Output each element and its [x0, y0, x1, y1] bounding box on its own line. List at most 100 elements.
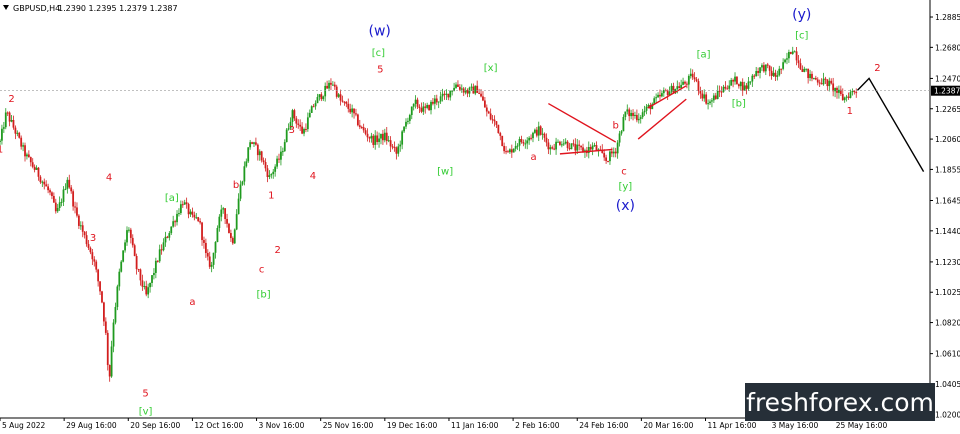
- candle-body: [764, 64, 767, 72]
- candle: [122, 250, 125, 263]
- candle-body: [380, 133, 382, 139]
- candle-body: [12, 120, 15, 128]
- wave-label: (w): [369, 24, 391, 40]
- candle-body: [830, 80, 833, 84]
- y-tick-label: 1.1440: [935, 227, 960, 236]
- candle-body: [439, 96, 442, 102]
- candle-body: [803, 68, 806, 72]
- candle: [276, 155, 278, 169]
- candle-body: [162, 242, 165, 251]
- candle-body: [2, 127, 5, 129]
- candle-body: [51, 192, 53, 197]
- candle: [266, 164, 269, 183]
- candle-body: [193, 214, 196, 218]
- candle-body: [77, 215, 80, 226]
- candle-body: [747, 81, 750, 89]
- candle: [614, 147, 617, 158]
- candle: [570, 143, 573, 150]
- candle-body: [293, 110, 296, 119]
- candle: [393, 141, 396, 152]
- candle: [591, 142, 594, 156]
- candle-body: [362, 127, 365, 131]
- candle: [382, 129, 384, 145]
- candle: [183, 199, 186, 205]
- candle: [10, 115, 13, 123]
- candle-body: [766, 64, 769, 66]
- candle-body: [780, 68, 783, 70]
- candle: [687, 74, 690, 91]
- candle-body: [183, 202, 186, 205]
- candle-body: [331, 84, 334, 86]
- candle: [672, 82, 675, 94]
- candle: [537, 121, 540, 142]
- wave-label: [c]: [795, 30, 808, 41]
- candle-body: [139, 269, 142, 281]
- triangle-upper-line[interactable]: [548, 102, 617, 143]
- candle-body: [176, 213, 178, 223]
- channel-lower-line[interactable]: [637, 98, 687, 140]
- candle: [797, 55, 800, 68]
- candle: [33, 164, 36, 173]
- candle-body: [485, 107, 488, 112]
- candle: [399, 140, 402, 152]
- candle: [789, 51, 792, 55]
- candle: [297, 119, 300, 129]
- candle: [520, 135, 523, 144]
- candle-body: [58, 202, 61, 208]
- candle: [228, 222, 230, 234]
- candle-body: [737, 84, 740, 87]
- candle: [199, 218, 202, 225]
- candle-body: [47, 186, 50, 191]
- channel-upper-line[interactable]: [647, 85, 687, 109]
- candle: [739, 81, 742, 91]
- candle-body: [497, 124, 500, 134]
- candle: [714, 92, 717, 100]
- candle-body: [610, 151, 613, 154]
- candle-body: [470, 86, 473, 88]
- symbol-dropdown-icon[interactable]: [3, 5, 9, 10]
- candle-body: [255, 142, 257, 145]
- candle: [206, 249, 209, 261]
- candle: [418, 104, 421, 113]
- candle: [70, 185, 73, 194]
- candle-body: [741, 81, 744, 91]
- candle-body: [185, 202, 188, 204]
- candle: [514, 140, 517, 152]
- candle: [81, 221, 84, 238]
- candle: [799, 58, 802, 71]
- x-tick-label: 2 Feb 16:00: [515, 421, 560, 430]
- candle-body: [520, 138, 523, 143]
- candle-body: [245, 161, 248, 167]
- candle-body: [697, 81, 700, 92]
- candle: [387, 135, 390, 143]
- candle: [449, 90, 452, 101]
- candle-body: [312, 106, 315, 108]
- candle-body: [645, 106, 648, 111]
- y-tick-label: 1.0610: [935, 350, 960, 359]
- candle: [133, 243, 136, 257]
- candle-body: [97, 269, 100, 282]
- candle: [814, 75, 817, 81]
- candle-body: [453, 87, 455, 91]
- candle: [351, 104, 354, 118]
- candle: [195, 212, 198, 220]
- candle-body: [253, 142, 255, 144]
- candle-body: [489, 113, 492, 120]
- forecast-line[interactable]: [857, 77, 925, 172]
- candle-body: [285, 129, 288, 143]
- candle-body: [487, 111, 490, 114]
- candle: [526, 137, 529, 150]
- candle-body: [283, 142, 286, 152]
- candle-body: [778, 68, 781, 76]
- candle-body: [503, 145, 506, 152]
- candle-body: [736, 76, 738, 85]
- x-tick-label: 29 Aug 16:00: [66, 421, 117, 430]
- triangle-lower-line[interactable]: [559, 148, 613, 155]
- candle: [736, 76, 738, 85]
- candle-body: [668, 91, 671, 96]
- candle-body: [853, 90, 856, 93]
- candle-body: [759, 67, 761, 73]
- candle-body: [499, 133, 502, 136]
- candle-body: [347, 103, 350, 109]
